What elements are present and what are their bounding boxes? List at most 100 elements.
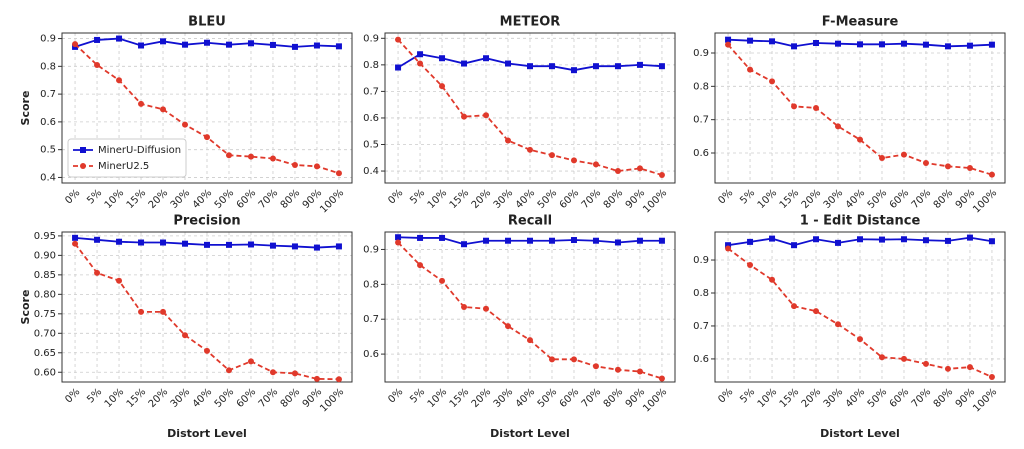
x-tick-label: 30% [492,386,516,410]
y-axis-label: Score [19,290,32,325]
point [417,51,424,58]
x-tick-label: 80% [932,386,956,410]
x-tick-label: 5% [738,386,757,405]
point [791,43,798,50]
point [313,375,320,382]
point [944,237,951,244]
point [138,100,145,107]
point [417,234,424,241]
point [813,308,820,315]
point [527,146,533,153]
x-tick-label: 40% [191,187,215,211]
y-tick-label: 0.9 [693,255,709,266]
x-tick-label: 20% [147,386,171,410]
x-tick-label: 50% [213,187,237,211]
x-tick-label: 5% [85,386,104,405]
point [505,60,512,67]
point [247,241,254,248]
point [291,161,298,168]
chart-title: METEOR [500,15,561,30]
x-tick-label: 20% [470,386,494,410]
x-axis-label: Distort Level [167,427,247,440]
point [570,237,577,244]
point [835,123,842,130]
point [769,78,776,85]
x-tick-label: 70% [580,386,604,410]
point [747,261,754,268]
point [769,235,776,242]
point [225,367,232,374]
point [878,155,885,161]
point [439,234,446,241]
y-tick-label: 0.65 [34,348,56,359]
x-tick-label: 70% [257,386,281,410]
x-tick-label: 80% [932,187,956,211]
legend-box [67,138,187,178]
y-tick-label: 0.7 [363,86,379,97]
x-tick-label: 30% [822,187,846,211]
point [592,63,599,70]
y-tick-label: 0.8 [693,288,709,299]
x-tick-label: 20% [800,386,824,410]
plot-frame [61,32,353,184]
y-tick-label: 0.85 [34,270,56,281]
point [116,238,123,245]
point [417,60,424,67]
x-tick-label: 40% [514,386,538,410]
point [548,152,555,159]
point [747,37,754,44]
point [116,35,123,42]
y-tick-label: 0.70 [34,328,56,339]
point [269,242,276,249]
x-tick-label: 0% [386,386,405,405]
point [900,236,907,243]
point [505,237,512,244]
y-tick-label: 0.6 [693,148,709,159]
y-tick-label: 0.6 [40,117,56,128]
legend-label: MinerU2.5 [98,161,149,172]
point [225,41,232,48]
plot-frame [714,231,1006,383]
point [527,63,533,70]
point [439,83,446,90]
point [592,161,599,168]
point [614,63,621,70]
point [813,236,820,243]
y-tick-label: 0.75 [34,309,56,320]
point [878,41,885,48]
point [94,269,101,276]
x-tick-label: 5% [738,187,757,206]
point [725,41,732,48]
x-tick-label: 10% [756,187,780,211]
y-tick-label: 0.9 [363,33,379,44]
x-tick-label: 70% [257,187,281,211]
point [335,43,342,50]
x-tick-label: 60% [235,187,259,211]
y-tick-label: 0.5 [363,140,379,151]
x-tick-label: 20% [470,187,494,211]
x-tick-label: 5% [85,187,104,206]
point [966,234,973,241]
x-tick-label: 0% [386,187,405,206]
point [835,321,842,328]
point [857,41,863,48]
y-tick-label: 0.8 [40,61,56,72]
y-tick-label: 0.9 [693,48,709,59]
y-tick-label: 0.90 [34,250,56,261]
x-tick-label: 80% [279,187,303,211]
y-tick-label: 0.9 [363,244,379,255]
point [204,347,210,354]
point [570,67,577,74]
point [922,41,929,48]
point [94,36,101,43]
point [225,152,232,159]
point [835,40,842,47]
point [835,239,842,246]
point [966,364,973,371]
plot-frame [61,231,353,383]
point [570,356,577,363]
x-tick-label: 50% [866,386,890,410]
x-tick-label: 0% [716,386,735,405]
point [900,40,907,47]
legend-marker [80,163,86,169]
